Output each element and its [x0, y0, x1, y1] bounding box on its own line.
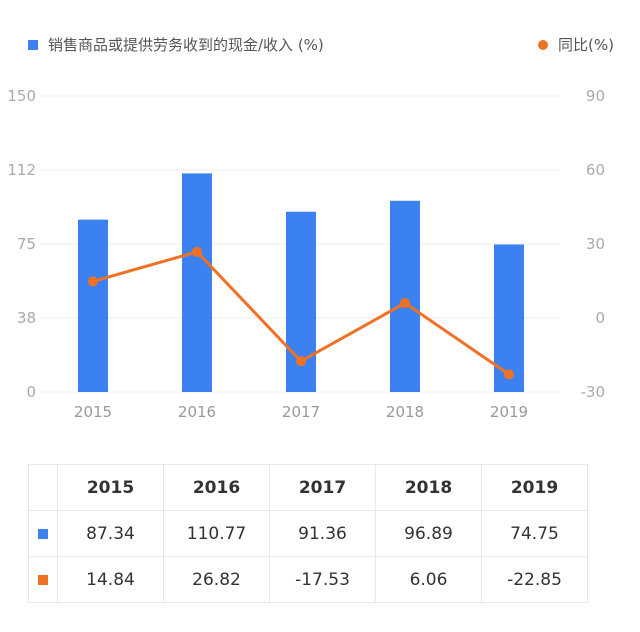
table-header-cell: 2017 [269, 464, 376, 511]
x-axis-ticks: 2015 2016 2017 2018 2019 [74, 403, 528, 421]
table-cell: -22.85 [481, 556, 588, 603]
y-right-tick-label: 60 [586, 161, 605, 179]
table-cell: 110.77 [163, 510, 270, 557]
table-row-key [28, 556, 58, 603]
legend-bar-label: 销售商品或提供劳务收到的现金/收入 (%) [48, 36, 324, 54]
table-header-cell: 2015 [57, 464, 164, 511]
line-series [88, 246, 514, 380]
table-corner-cell [28, 464, 58, 511]
line-point [192, 246, 202, 257]
table-header-cell: 2019 [481, 464, 588, 511]
y-axis-left-ticks: 0 38 75 112 150 [7, 87, 36, 401]
legend-line-swatch [538, 39, 549, 50]
line-series-swatch [38, 574, 48, 585]
table-row-bar-series: 87.34 110.77 91.36 96.89 74.75 [28, 510, 588, 557]
table-cell: 87.34 [57, 510, 164, 557]
y-left-tick-label: 38 [17, 309, 36, 327]
x-tick-label: 2015 [74, 403, 112, 421]
y-left-tick-label: 150 [7, 87, 36, 105]
x-tick-label: 2016 [178, 403, 216, 421]
y-axis-right-ticks: -30 0 30 60 90 [581, 87, 606, 401]
legend-bar-series[interactable]: 销售商品或提供劳务收到的现金/收入 (%) [28, 34, 324, 55]
bar [78, 219, 108, 392]
line-point [400, 298, 410, 309]
y-right-tick-label: 30 [586, 235, 605, 253]
table-row-line-series: 14.84 26.82 -17.53 6.06 -22.85 [28, 556, 588, 603]
line-point [504, 369, 514, 380]
table-cell: 14.84 [57, 556, 164, 603]
bar [182, 173, 212, 392]
bar-series-swatch [38, 528, 48, 539]
legend-line-label: 同比(%) [558, 36, 614, 54]
x-tick-label: 2018 [386, 403, 424, 421]
y-left-tick-label: 112 [7, 161, 36, 179]
table-cell: -17.53 [269, 556, 376, 603]
legend-line-series[interactable]: 同比(%) [538, 34, 614, 55]
table-cell: 6.06 [375, 556, 482, 603]
table-header-cell: 2018 [375, 464, 482, 511]
x-tick-label: 2017 [282, 403, 320, 421]
line-point [296, 356, 306, 367]
data-table: 2015 2016 2017 2018 2019 87.34 110.77 91… [28, 464, 588, 603]
table-header-row: 2015 2016 2017 2018 2019 [28, 464, 588, 511]
table-cell: 26.82 [163, 556, 270, 603]
y-left-tick-label: 0 [26, 383, 36, 401]
y-left-tick-label: 75 [17, 235, 36, 253]
line-point [88, 276, 98, 287]
x-tick-label: 2019 [490, 403, 528, 421]
y-right-tick-label: -30 [581, 383, 606, 401]
y-right-tick-label: 90 [586, 87, 605, 105]
table-cell: 91.36 [269, 510, 376, 557]
legend-bar-swatch [28, 39, 38, 50]
table-header-cell: 2016 [163, 464, 270, 511]
table-cell: 96.89 [375, 510, 482, 557]
table-cell: 74.75 [481, 510, 588, 557]
table-row-key [28, 510, 58, 557]
y-right-tick-label: 0 [595, 309, 605, 327]
bar [390, 200, 420, 392]
